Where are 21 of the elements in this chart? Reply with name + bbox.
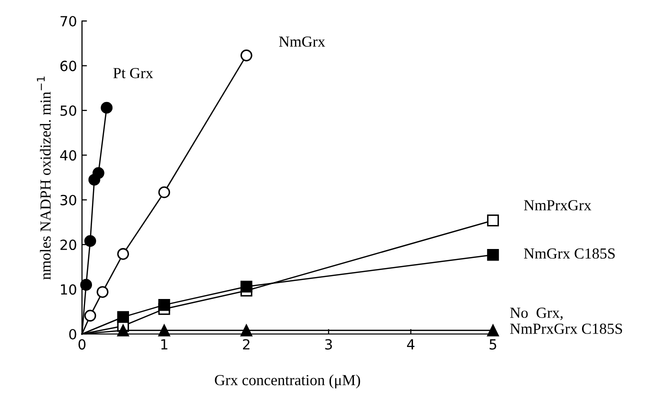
y-tick-label: 0: [69, 328, 76, 340]
series-label: No Grx, NmPrxGrx C185S: [510, 308, 622, 334]
x-tick-label: 5: [490, 339, 496, 350]
x-tick-label: 0: [78, 339, 86, 350]
x-tick-label: 3: [325, 339, 332, 350]
y-tick-label: 10: [60, 284, 76, 295]
x-axis-title: Grx concentration (μM): [214, 374, 360, 388]
series-label: Pt Grx: [113, 68, 154, 78]
series-label: NmPrxGrx: [524, 200, 592, 210]
y-tick-label: 20: [60, 240, 76, 250]
y-tick-label: 40: [60, 150, 76, 161]
x-tick-label: 2: [243, 339, 250, 350]
y-axis-title: nmoles NADPH oxidized. min$^{−1}$: [36, 76, 51, 280]
y-tick-label: 30: [60, 194, 76, 206]
x-tick-label: 4: [407, 339, 414, 350]
series-label: NmGrx C185S: [524, 248, 615, 259]
y-tick-label: 50: [60, 105, 76, 116]
y-tick-label: 60: [60, 60, 76, 72]
x-tick-label: 1: [161, 339, 168, 350]
y-tick-label: 70: [60, 16, 76, 26]
series-label: NmGrx: [279, 36, 326, 47]
